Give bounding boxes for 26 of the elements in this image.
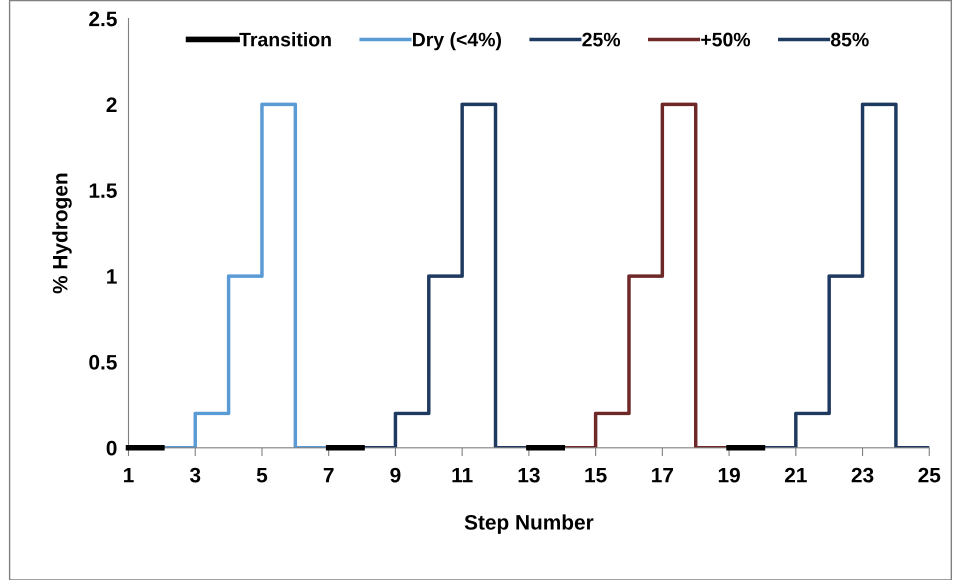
x-tick-label: 9	[390, 468, 400, 483]
legend-label: +50%	[701, 32, 750, 46]
x-tick-label: 5	[256, 468, 268, 483]
y-tick-label: 1	[107, 269, 117, 284]
y-tick-label: 0	[106, 440, 117, 456]
x-tick-label: 11	[452, 468, 473, 482]
y-axis-title: % Hydrogen	[52, 174, 72, 294]
y-tick-label: 2.5	[89, 12, 117, 26]
legend-label: 85%	[830, 32, 869, 46]
x-tick-label: 3	[190, 468, 200, 483]
x-tick-label: 21	[784, 468, 807, 482]
x-axis-title: Step Number	[464, 514, 594, 534]
x-tick-label: 23	[852, 468, 874, 483]
x-tick-label: 19	[718, 468, 740, 483]
x-tick-label: 1	[124, 468, 134, 482]
legend-label: Dry (<4%)	[413, 32, 501, 50]
x-tick-label: 17	[652, 468, 674, 482]
y-tick-label: 1.5	[90, 183, 117, 198]
y-tick-label: 0.5	[89, 354, 117, 370]
legend-label: 25%	[582, 32, 620, 46]
x-tick-label: 15	[585, 468, 607, 483]
x-tick-label: 25	[918, 468, 940, 483]
y-tick-label: 2	[106, 97, 117, 112]
x-tick-label: 13	[518, 468, 540, 483]
legend-label: Transition	[239, 32, 331, 46]
x-tick-label: 7	[324, 468, 334, 482]
